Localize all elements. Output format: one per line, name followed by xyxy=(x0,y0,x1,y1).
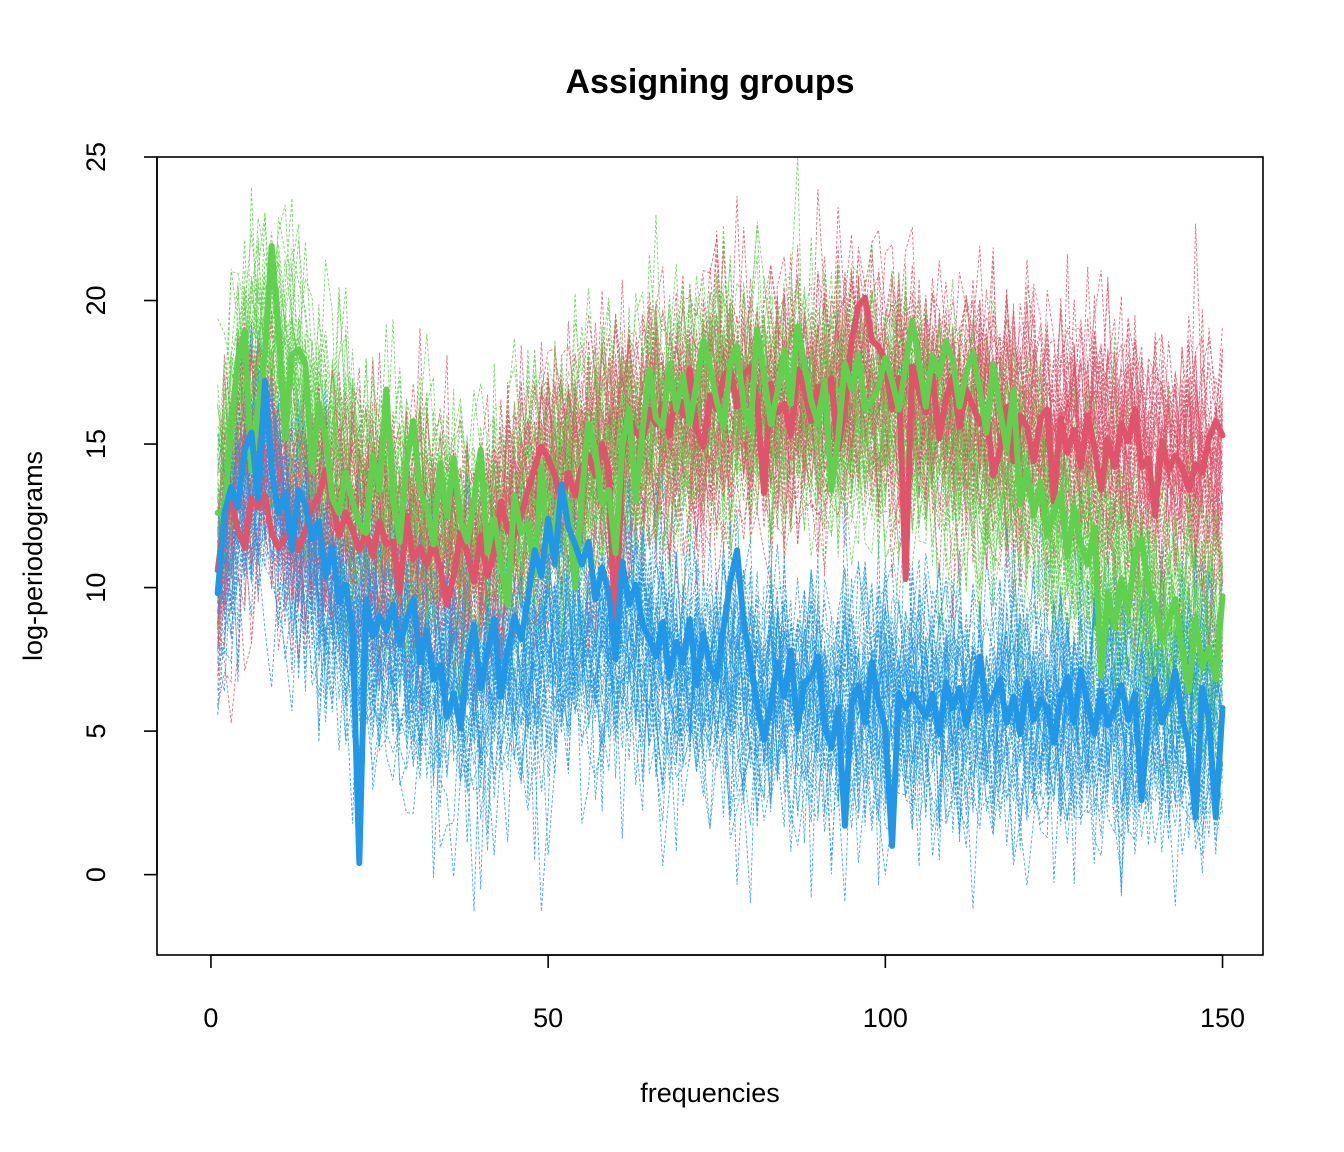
y-axis-label: log-periodograms xyxy=(18,451,48,661)
group-1-member-line xyxy=(217,307,1223,681)
group-2-member-line xyxy=(217,284,1223,742)
y-axis: 0 5 10 15 20 25 xyxy=(81,142,158,882)
x-tick-label: 100 xyxy=(863,1003,908,1033)
group-3-member-line xyxy=(217,386,1223,807)
group-3-member-line xyxy=(217,392,1223,828)
y-tick-label: 15 xyxy=(81,429,111,459)
x-tick-label: 0 xyxy=(203,1003,218,1033)
group-1-member-line xyxy=(217,300,1223,625)
group-2-member-line xyxy=(217,341,1223,786)
group-2-member-line xyxy=(217,262,1223,687)
x-axis: 0 50 100 150 xyxy=(203,954,1245,1033)
y-tick-label: 5 xyxy=(81,724,111,739)
group-1-mean-line xyxy=(214,294,1226,648)
group-1-member-line xyxy=(217,253,1223,643)
group-1-member-line xyxy=(217,226,1223,646)
group-2-member-line xyxy=(217,239,1223,718)
group-3-member-line xyxy=(217,428,1223,885)
y-tick-label: 10 xyxy=(81,573,111,603)
y-tick-label: 25 xyxy=(81,142,111,172)
group-3-member-line xyxy=(217,419,1223,818)
group-3-member-line xyxy=(217,434,1223,883)
group-2-member-line xyxy=(217,302,1223,685)
group-3-member-line xyxy=(217,369,1223,817)
group-3-member-line xyxy=(217,479,1223,879)
group-3-member-line xyxy=(217,403,1223,834)
group-3-mean-line xyxy=(214,377,1226,867)
y-tick-label: 0 xyxy=(81,867,111,882)
chart-title: Assigning groups xyxy=(566,63,855,101)
y-tick-label: 20 xyxy=(81,286,111,316)
group-2-mean-line xyxy=(214,243,1226,694)
group-3-member-line xyxy=(217,321,1223,829)
series-layer xyxy=(214,156,1226,912)
x-tick-label: 50 xyxy=(533,1003,563,1033)
x-axis-label: frequencies xyxy=(640,1078,780,1108)
x-tick-label: 150 xyxy=(1200,1003,1245,1033)
group-3-member-line xyxy=(217,368,1223,771)
group-2-member-line xyxy=(217,289,1223,719)
group-2-member-line xyxy=(217,361,1223,760)
